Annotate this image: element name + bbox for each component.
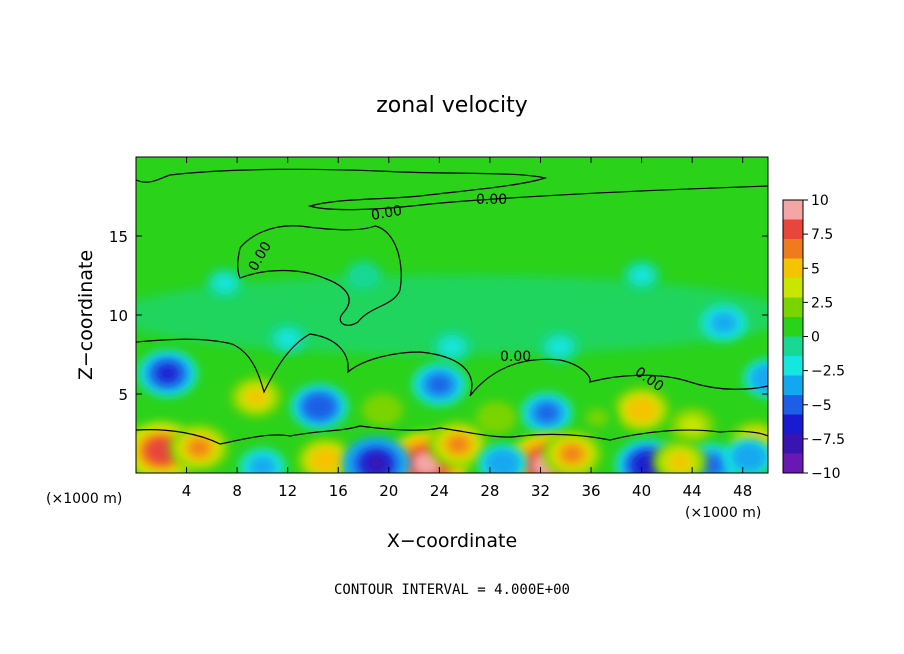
colorbar-tick-label: 5 (811, 261, 820, 277)
zero-contour-mid (237, 225, 402, 326)
velocity-blobs (136, 261, 768, 473)
colorbar-swatch (783, 317, 803, 337)
x-tick-label: 16 (329, 482, 348, 500)
x-tick-label: 8 (232, 482, 242, 500)
velocity-blob (248, 456, 276, 473)
colorbar-swatch (783, 258, 803, 279)
velocity-blob (630, 266, 653, 285)
y-tick-label: 5 (118, 386, 128, 404)
colorbar-swatch (783, 414, 803, 435)
velocity-blob (315, 452, 336, 469)
x-unit-right: (×1000 m) (685, 505, 761, 521)
colorbar-tick-label: −2.5 (811, 364, 845, 380)
velocity-blob (738, 448, 760, 466)
contour-interval-note: CONTOUR INTERVAL = 4.000E+00 (334, 582, 570, 598)
colorbar-tick-label: −7.5 (811, 432, 845, 448)
colorbar-swatch (783, 453, 803, 474)
zero-contour-lines (136, 168, 768, 445)
y-tick-label: 10 (109, 307, 128, 325)
velocity-blob (352, 267, 375, 284)
x-tick-label: 44 (683, 482, 702, 500)
heatmap-field: 0.00 0.00 0.00 0.00 0.00 (135, 156, 769, 474)
velocity-blob (244, 388, 268, 406)
x-tick-label: 20 (379, 482, 398, 500)
velocity-blob (151, 443, 171, 459)
x-tick-label: 48 (733, 482, 752, 500)
velocity-blob (561, 446, 583, 463)
chart-title: zonal velocity (376, 93, 528, 118)
velocity-blob (276, 329, 300, 348)
colorbar-swatch (783, 239, 803, 259)
contour-label: 0.00 (370, 203, 403, 224)
velocity-blob (491, 455, 514, 472)
x-tick-label: 32 (531, 482, 550, 500)
x-tick-label: 28 (480, 482, 499, 500)
x-unit-left: (×1000 m) (46, 491, 122, 507)
velocity-blob (547, 337, 572, 356)
colorbar-swatch (783, 375, 803, 396)
colorbar-tick-label: 10 (811, 193, 829, 209)
x-axis-label: X−coordinate (387, 530, 517, 552)
colorbar-swatch (783, 297, 803, 318)
velocity-blob (188, 439, 210, 456)
y-tick-label: 15 (109, 228, 128, 246)
x-tick-label: 12 (278, 482, 297, 500)
velocity-blob (757, 369, 768, 387)
velocity-blob (631, 402, 652, 418)
colorbar-swatch (783, 200, 803, 220)
colorbar-tick-label: 7.5 (811, 227, 833, 243)
velocity-blob (447, 436, 469, 453)
colorbar-swatch (783, 219, 803, 240)
contour-label: 0.00 (500, 349, 531, 365)
velocity-blob (417, 456, 436, 471)
velocity-blob (366, 455, 387, 472)
velocity-blob (213, 274, 236, 292)
x-axis: 4 8 12 16 20 24 28 32 36 40 44 48 (182, 157, 752, 500)
velocity-blob (157, 365, 179, 382)
colorbar-tick-label: −10 (811, 466, 841, 482)
x-tick-label: 40 (632, 482, 651, 500)
x-tick-label: 24 (430, 482, 449, 500)
contour-label: 0.00 (476, 192, 507, 208)
colorbar-swatch (783, 434, 803, 454)
colorbar-tick-label: −5 (811, 398, 832, 414)
zero-contour-lower (136, 333, 768, 397)
velocity-blob (585, 408, 609, 427)
velocity-blob (710, 312, 738, 334)
velocity-blob (678, 415, 706, 437)
zero-contour-bottom (136, 425, 768, 445)
colorbar-swatch (783, 336, 803, 357)
velocity-blob (440, 337, 464, 356)
velocity-blob (483, 408, 509, 428)
velocity-blob (370, 400, 395, 420)
velocity-blob (427, 375, 452, 394)
colorbar-swatch (783, 356, 803, 376)
contour-labels: 0.00 0.00 0.00 0.00 0.00 (246, 192, 667, 395)
x-tick-label: 36 (581, 482, 600, 500)
zero-contour-upper (136, 168, 768, 211)
colorbar: 10 7.5 5 2.5 0 −2.5 −5 −7.5 −10 (782, 193, 845, 482)
velocity-blob (309, 398, 330, 415)
velocity-blob (535, 404, 559, 422)
colorbar-swatch (783, 278, 803, 298)
x-tick-label: 4 (182, 482, 192, 500)
colorbar-swatch (783, 395, 803, 415)
y-axis: 5 10 15 (109, 228, 768, 404)
velocity-blob (667, 452, 692, 471)
y-axis-label: Z−coordinate (75, 250, 97, 380)
colorbar-tick-label: 0 (811, 330, 820, 346)
colorbar-tick-label: 2.5 (811, 295, 833, 311)
